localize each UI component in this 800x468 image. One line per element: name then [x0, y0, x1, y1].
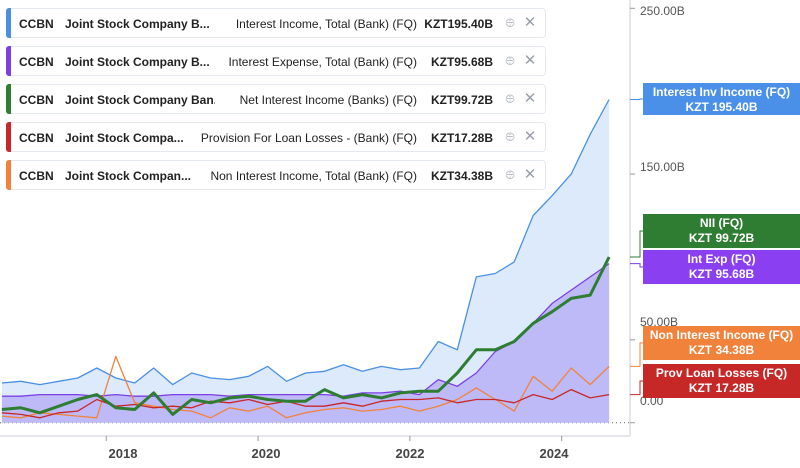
legend-row[interactable]: CCBN Joint Stock Company Ban... Net Intere… [6, 84, 546, 114]
legend-color-swatch [6, 122, 11, 152]
legend-value: KZT34.38B [430, 169, 493, 183]
x-tick-2018: 2018 [108, 446, 138, 461]
legend-color-swatch [6, 8, 11, 38]
legend-metric: Provision For Loan Losses - (Bank) (FQ) [200, 131, 417, 145]
legend-metric: Interest Expense, Total (Bank) (FQ) [228, 55, 417, 69]
eye-off-icon[interactable]: ⨸ [505, 92, 515, 106]
legend-ticker: CCBN [19, 131, 54, 145]
legend-color-swatch [6, 84, 11, 114]
badge-prov-loan-losses: Prov Loan Losses (FQ) KZT 17.28B [643, 364, 800, 398]
eye-off-icon[interactable]: ⨸ [505, 130, 515, 144]
close-icon[interactable]: ✕ [523, 90, 537, 107]
legend-color-swatch [6, 46, 11, 76]
legend-ticker: CCBN [19, 55, 54, 69]
legend-row[interactable]: CCBN Joint Stock Compa... Provision For Lo… [6, 122, 546, 152]
series-line-1 [1, 256, 611, 416]
eye-off-icon[interactable]: ⨸ [505, 16, 515, 30]
y-tick-50: 50.00B [640, 315, 679, 329]
x-tick-2022: 2022 [395, 446, 425, 461]
legend-company: Joint Stock Company B... [65, 17, 210, 31]
badge-int-exp-value: KZT 95.68B [688, 267, 755, 281]
legend-company: Joint Stock Compan... [65, 169, 192, 183]
badge-interest-income: Interest Inv Income (FQ) KZT 195.40B [643, 83, 800, 115]
badge-connector [630, 263, 643, 268]
badge-connector [630, 230, 643, 258]
legend-company: Joint Stock Company Ban... [65, 93, 215, 107]
legend-metric: Net Interest Income (Banks) (FQ) [239, 93, 417, 107]
legend-value: KZT195.40B [424, 17, 493, 31]
legend-row[interactable]: CCBN Joint Stock Company B... Interest Inc… [6, 8, 546, 38]
badge-connector [630, 342, 643, 367]
legend-row[interactable]: CCBN Joint Stock Company B... Interest Exp… [6, 46, 546, 76]
badge-int-exp: Int Exp (FQ) KZT 95.68B [643, 250, 800, 284]
badge-nii-label: NII (FQ) [699, 216, 744, 230]
close-icon[interactable]: ✕ [523, 166, 537, 183]
badge-interest-income-label: Interest Inv Income (FQ) [652, 85, 791, 99]
badge-nii-value: KZT 99.72B [688, 231, 755, 245]
badge-non-interest-income: Non Interest Income (FQ) KZT 34.38B [643, 326, 800, 360]
series-line-3 [1, 388, 610, 419]
badge-non-interest-income-label: Non Interest Income (FQ) [649, 328, 794, 342]
close-icon[interactable]: ✕ [523, 128, 537, 145]
legend-color-swatch [6, 160, 11, 190]
y-tick-150: 150.00B [640, 160, 685, 174]
close-icon[interactable]: ✕ [523, 52, 537, 69]
x-tick-2024: 2024 [539, 446, 569, 461]
legend-value: KZT17.28B [430, 131, 493, 145]
legend-ticker: CCBN [19, 93, 54, 107]
legend-value: KZT95.68B [430, 55, 493, 69]
legend-company: Joint Stock Company B... [65, 55, 210, 69]
legend-metric: Non Interest Income, Total (Bank) (FQ) [210, 169, 417, 183]
legend-metric: Interest Income, Total (Bank) (FQ) [235, 17, 417, 31]
y-tick-250: 250.00B [640, 4, 685, 18]
legend-value: KZT99.72B [430, 93, 493, 107]
eye-off-icon[interactable]: ⨸ [505, 54, 515, 68]
series-area-2 [1, 263, 610, 423]
badge-prov-loan-losses-label: Prov Loan Losses (FQ) [655, 366, 788, 380]
badge-int-exp-label: Int Exp (FQ) [687, 252, 756, 266]
eye-off-icon[interactable]: ⨸ [505, 168, 515, 182]
badge-prov-loan-losses-value: KZT 17.28B [688, 381, 755, 395]
legend-ticker: CCBN [19, 17, 54, 31]
series-line-0 [1, 99, 610, 386]
x-tick-2020: 2020 [251, 446, 281, 461]
badge-interest-income-value: KZT 195.40B [685, 100, 758, 114]
badge-non-interest-income-value: KZT 34.38B [688, 343, 755, 357]
badge-connector [630, 380, 643, 396]
legend-ticker: CCBN [19, 169, 54, 183]
badge-nii: NII (FQ) KZT 99.72B [643, 214, 800, 248]
badge-connector [630, 98, 643, 100]
legend-company: Joint Stock Compa... [65, 131, 184, 145]
legend-row[interactable]: CCBN Joint Stock Compan... Non Interest In… [6, 160, 546, 190]
close-icon[interactable]: ✕ [523, 14, 537, 31]
